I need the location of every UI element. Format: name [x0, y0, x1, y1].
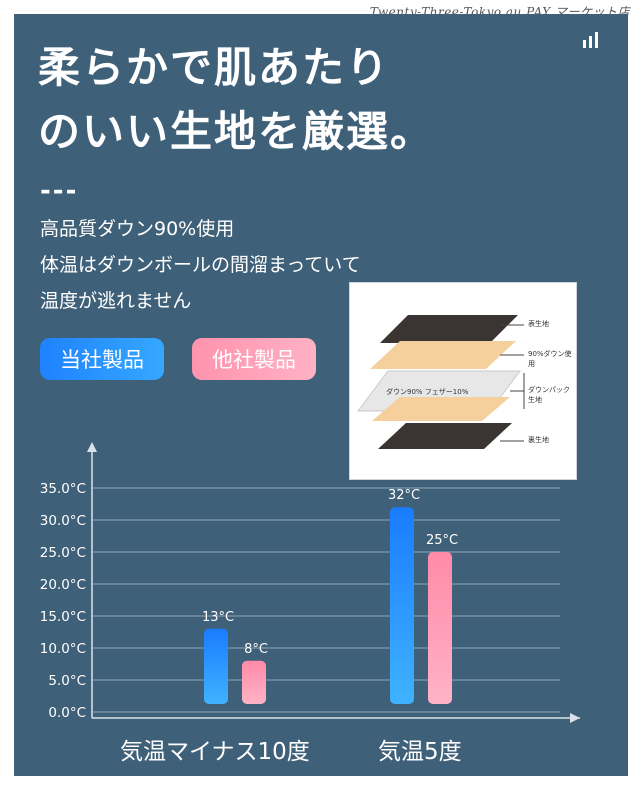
- legend-ours-badge: 当社製品: [40, 338, 164, 380]
- y-axis-arrow: [87, 442, 97, 452]
- bar-value-label: 13°C: [202, 610, 234, 625]
- divider: ---: [40, 176, 79, 206]
- y-tick-label: 0.0°C: [48, 705, 86, 721]
- top-fabric-layer: [380, 315, 518, 343]
- bottom-fabric-layer: [378, 423, 512, 449]
- x-category-1: 気温マイナス10度: [120, 739, 310, 765]
- x-axis-arrow: [570, 713, 580, 723]
- legend-others-badge: 他社製品: [192, 338, 316, 380]
- bar-value-label: 8°C: [244, 642, 268, 657]
- y-tick-label: 25.0°C: [40, 545, 86, 561]
- y-tick-label: 35.0°C: [40, 481, 86, 497]
- down-ratio-text: ダウン90% フェザー10%: [386, 388, 469, 396]
- y-tick-label: 20.0°C: [40, 577, 86, 593]
- x-category-2: 気温5度: [378, 739, 462, 765]
- y-tick-label: 30.0°C: [40, 513, 86, 529]
- y-tick-label: 15.0°C: [40, 609, 86, 625]
- down-layer-bottom: [372, 397, 510, 421]
- bar-others: [242, 660, 266, 704]
- y-tick-label: 5.0°C: [48, 673, 86, 689]
- layer-label-down: 90%ダウン使用: [528, 350, 572, 368]
- headline-line-1: 柔らかで肌あたり: [38, 43, 391, 92]
- headline-line-2: のいい生地を厳選。: [38, 107, 435, 156]
- feature-line-1: 高品質ダウン90%使用: [40, 218, 235, 240]
- bar-value-label: 32°C: [388, 488, 420, 503]
- bar-ours: [204, 628, 228, 704]
- bar-ours: [390, 507, 414, 704]
- down-layer-top: [370, 341, 516, 369]
- down-layer-diagram: 表生地 90%ダウン使用 ダウンパック生地 裏生地 ダウン90% フェザー10%: [349, 282, 577, 480]
- y-tick-label: 10.0°C: [40, 641, 86, 657]
- feature-line-3: 温度が逃れません: [40, 290, 192, 312]
- layer-label-outer: 表生地: [528, 320, 549, 328]
- layer-label-inner: 裏生地: [528, 436, 549, 444]
- bar-others: [428, 552, 452, 704]
- signal-bars-icon: [583, 32, 599, 48]
- bar-value-label: 25°C: [426, 533, 458, 548]
- feature-line-2: 体温はダウンボールの間溜まっていて: [40, 254, 361, 276]
- layer-label-pack: ダウンパック生地: [528, 386, 570, 404]
